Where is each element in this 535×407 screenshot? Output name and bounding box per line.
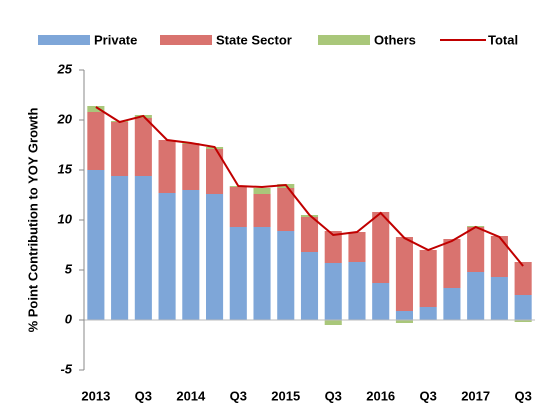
legend-swatch bbox=[160, 35, 212, 45]
bar-segment bbox=[514, 320, 532, 322]
y-tick-label: -5 bbox=[60, 361, 72, 376]
y-tick-label: 25 bbox=[57, 61, 73, 76]
bar-segment bbox=[348, 262, 366, 320]
bar-segment bbox=[206, 149, 224, 194]
bar-segment bbox=[253, 227, 271, 320]
x-tick-label: 2015 bbox=[271, 388, 300, 403]
bar-segment bbox=[395, 237, 413, 311]
bar-segment bbox=[324, 263, 342, 320]
legend-label: State Sector bbox=[216, 32, 292, 47]
bar-segment bbox=[111, 122, 129, 176]
x-tick-label: 2014 bbox=[176, 388, 206, 403]
y-tick-label: 0 bbox=[65, 311, 73, 326]
bar-segment bbox=[490, 236, 508, 277]
bar-segment bbox=[229, 187, 247, 227]
bar-segment bbox=[182, 190, 200, 320]
legend-label: Others bbox=[374, 32, 416, 47]
bar-segment bbox=[467, 272, 485, 320]
y-tick-label: 20 bbox=[57, 111, 73, 126]
bar-segment bbox=[277, 231, 295, 320]
legend-label: Private bbox=[94, 32, 137, 47]
bar-segment bbox=[372, 283, 390, 320]
bar-segment bbox=[514, 262, 532, 295]
bar-segment bbox=[443, 288, 461, 320]
legend-swatch bbox=[318, 35, 370, 45]
bar-segment bbox=[348, 232, 366, 262]
bar-segment bbox=[443, 239, 461, 288]
bar-segment bbox=[253, 194, 271, 227]
bar-segment bbox=[395, 320, 413, 323]
bar-segment bbox=[158, 193, 176, 320]
x-tick-label: 2013 bbox=[81, 388, 110, 403]
y-tick-label: 5 bbox=[65, 261, 73, 276]
bar-segment bbox=[229, 227, 247, 320]
bar-segment bbox=[87, 112, 105, 170]
x-tick-label: Q3 bbox=[135, 388, 152, 403]
bar-segment bbox=[111, 176, 129, 320]
bar-segment bbox=[395, 311, 413, 320]
x-tick-label: Q3 bbox=[325, 388, 342, 403]
bar-segment bbox=[324, 231, 342, 263]
bar-segment bbox=[182, 144, 200, 190]
bar-segment bbox=[324, 320, 342, 325]
legend-swatch bbox=[38, 35, 90, 45]
bar-segment bbox=[277, 188, 295, 231]
bar-segment bbox=[372, 212, 390, 283]
bar-segment bbox=[419, 250, 437, 307]
x-tick-label: 2016 bbox=[366, 388, 395, 403]
bar-segment bbox=[490, 277, 508, 320]
bar-segment bbox=[134, 118, 152, 176]
bar-segment bbox=[514, 295, 532, 320]
y-tick-label: 15 bbox=[58, 161, 73, 176]
bar-segment bbox=[206, 194, 224, 320]
bar-segment bbox=[134, 176, 152, 320]
bar-segment bbox=[158, 140, 176, 193]
x-tick-label: Q3 bbox=[420, 388, 437, 403]
legend-label: Total bbox=[488, 32, 518, 47]
bar-segment bbox=[87, 170, 105, 320]
bar-segment bbox=[300, 217, 319, 252]
y-tick-label: 10 bbox=[58, 211, 73, 226]
total-line bbox=[95, 106, 524, 267]
bar-segment bbox=[419, 307, 437, 320]
bar-segment bbox=[300, 252, 319, 320]
x-tick-label: Q3 bbox=[230, 388, 247, 403]
x-tick-label: 2017 bbox=[461, 388, 490, 403]
y-axis-label: % Point Contribution to YOY Growth bbox=[25, 108, 40, 333]
x-tick-label: Q3 bbox=[514, 388, 531, 403]
bar-segment bbox=[253, 188, 271, 194]
bar-segment bbox=[467, 227, 485, 272]
bar-segment bbox=[87, 106, 105, 112]
